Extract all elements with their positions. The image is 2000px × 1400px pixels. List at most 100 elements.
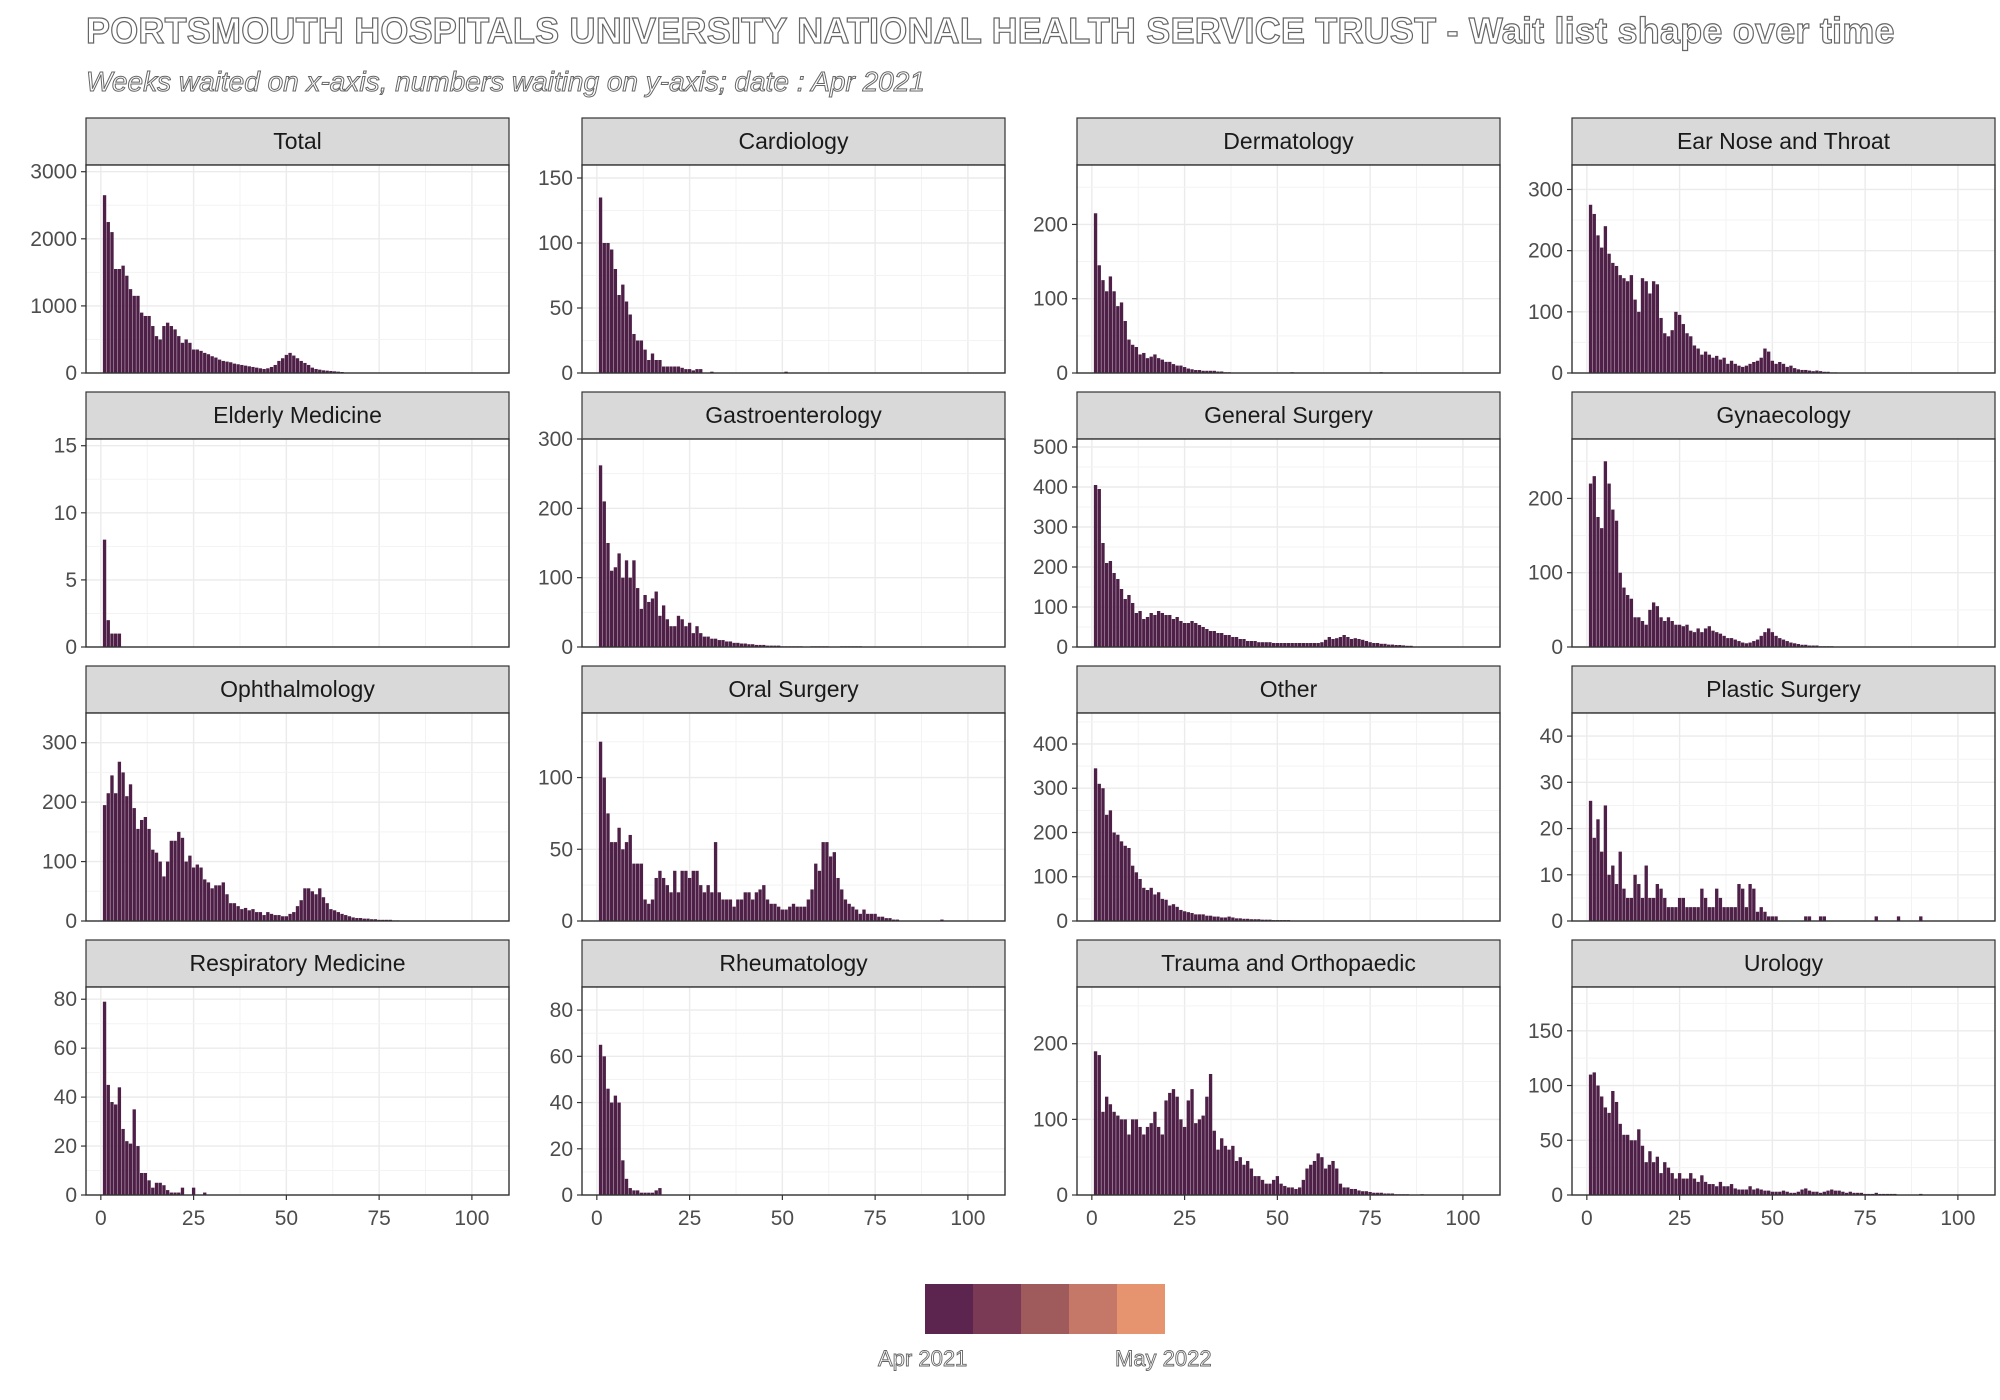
bar: [1238, 918, 1242, 921]
bar: [1666, 617, 1671, 647]
bar: [125, 1141, 129, 1195]
bar: [1670, 330, 1674, 373]
bar: [1711, 630, 1715, 647]
bar: [1807, 916, 1812, 921]
bar: [1815, 370, 1819, 373]
facet-strip: [1571, 117, 1996, 166]
bar: [624, 1178, 629, 1195]
bar: [1655, 606, 1660, 647]
bar: [106, 1084, 110, 1195]
bar: [1197, 1119, 1202, 1195]
bar: [173, 1192, 177, 1195]
bar: [1134, 1119, 1139, 1195]
bar: [687, 622, 692, 647]
bar: [1696, 907, 1700, 921]
bar: [1268, 642, 1272, 647]
bar: [1197, 370, 1202, 373]
bar: [139, 312, 144, 373]
bar: [1681, 1178, 1685, 1195]
bar: [706, 636, 710, 647]
bar: [1349, 639, 1354, 647]
bar: [1670, 621, 1674, 647]
x-tick-label: 100: [454, 1207, 489, 1230]
bar: [217, 885, 222, 921]
bar: [1309, 1164, 1313, 1195]
bar: [1368, 642, 1372, 647]
bar: [1588, 800, 1593, 921]
bar: [1105, 814, 1109, 921]
bar: [1201, 370, 1205, 373]
bar: [1223, 917, 1228, 921]
bar: [862, 909, 866, 921]
bar: [1201, 1115, 1205, 1195]
bar: [169, 840, 174, 921]
bar: [1596, 235, 1600, 373]
bar: [1733, 907, 1737, 921]
y-tick-label: 30: [1540, 771, 1563, 794]
bar: [1607, 1112, 1611, 1195]
bar: [136, 1146, 140, 1195]
bar: [1648, 609, 1652, 647]
bar: [1770, 916, 1775, 921]
bar: [1722, 907, 1726, 921]
bar: [613, 1095, 618, 1195]
chart-title: PORTSMOUTH HOSPITALS UNIVERSITY NATIONAL…: [85, 9, 1895, 51]
panel-border: [85, 438, 510, 648]
bar: [221, 360, 225, 373]
bar: [1718, 359, 1723, 373]
bar: [243, 365, 248, 373]
plot-background: [1077, 713, 1500, 921]
bar: [154, 1182, 159, 1195]
plot-background: [582, 165, 1005, 373]
bar: [710, 638, 714, 647]
bar: [1327, 1164, 1331, 1195]
bar: [673, 626, 677, 647]
bar: [169, 1192, 174, 1195]
bar: [1142, 1134, 1146, 1195]
bar: [1696, 348, 1700, 373]
bar: [635, 1190, 640, 1195]
bar: [1596, 517, 1600, 647]
facet-strip: [581, 939, 1006, 988]
bar: [1666, 336, 1671, 373]
bar: [1212, 916, 1216, 921]
bar: [1692, 1178, 1697, 1195]
bar: [1331, 1160, 1335, 1195]
bar: [1093, 1051, 1098, 1195]
bar: [691, 870, 695, 921]
bar: [1807, 1190, 1812, 1195]
bar: [321, 370, 326, 373]
bar: [288, 352, 292, 373]
x-tick-label: 50: [771, 1207, 794, 1230]
y-tick-label: 100: [1528, 1075, 1563, 1098]
bar: [1320, 1157, 1324, 1195]
bar: [180, 1187, 185, 1195]
bar: [1689, 907, 1693, 921]
panel-border: [85, 712, 510, 922]
bar: [1848, 1191, 1852, 1195]
bar: [1175, 617, 1179, 647]
bar: [673, 366, 677, 373]
bar: [1804, 644, 1808, 647]
bar: [1622, 1134, 1626, 1195]
bar: [1622, 278, 1626, 373]
bar: [1175, 365, 1179, 373]
bar: [1759, 1189, 1763, 1195]
bar: [1600, 851, 1604, 921]
bar: [1160, 359, 1165, 373]
bar: [713, 842, 718, 921]
facet-strip-title: Plastic Surgery: [1706, 676, 1861, 702]
bar: [1815, 1191, 1819, 1195]
bar: [628, 1188, 632, 1195]
bar: [784, 909, 788, 921]
bar: [1130, 344, 1135, 373]
bar: [1231, 637, 1235, 647]
bar: [1633, 1140, 1637, 1195]
bar: [1663, 1162, 1667, 1195]
bar: [318, 369, 322, 373]
bar: [1283, 643, 1287, 647]
bar: [1692, 632, 1697, 647]
bar: [1297, 1187, 1302, 1195]
y-tick-label: 100: [42, 851, 77, 874]
bar: [1257, 1176, 1261, 1195]
